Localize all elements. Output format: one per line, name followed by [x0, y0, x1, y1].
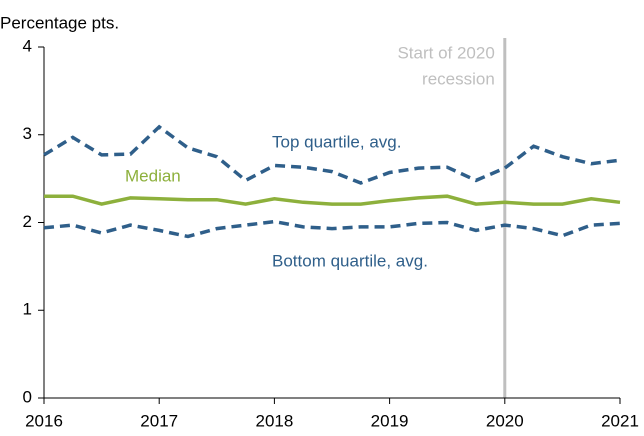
x-tick-label: 2021 [601, 411, 639, 430]
x-tick-label: 2020 [486, 411, 524, 430]
series-label: Top quartile, avg. [272, 132, 401, 151]
x-tick-label: 2017 [140, 411, 178, 430]
y-tick-label: 2 [23, 212, 32, 231]
series-label: Bottom quartile, avg. [272, 251, 428, 270]
y-tick-label: 0 [23, 387, 32, 406]
series-line [43, 219, 621, 239]
y-axis-label: Percentage pts. [0, 13, 119, 32]
series-label: Median [125, 166, 181, 185]
x-tick-label: 2016 [25, 411, 63, 430]
series-line [44, 194, 621, 206]
y-tick-label: 4 [23, 36, 32, 55]
y-tick-label: 3 [23, 124, 32, 143]
series-line [43, 124, 621, 185]
y-tick-label: 1 [23, 300, 32, 319]
x-tick-label: 2019 [371, 411, 409, 430]
annotation-text: Start of 2020 [397, 43, 494, 62]
annotation-text: recession [422, 69, 495, 88]
x-tick-label: 2018 [255, 411, 293, 430]
